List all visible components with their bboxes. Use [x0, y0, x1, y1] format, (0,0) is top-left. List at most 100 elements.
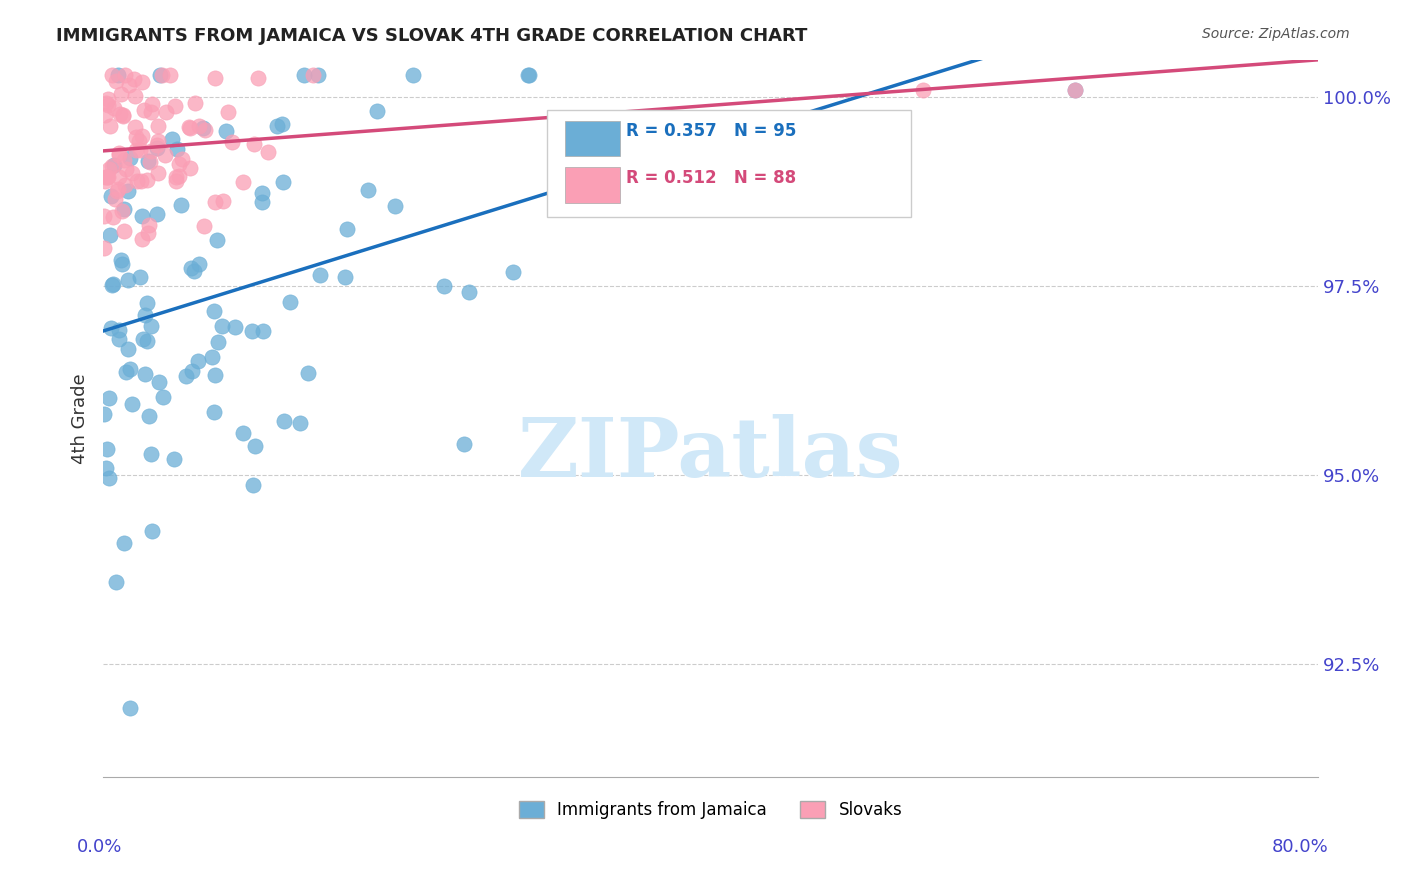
Point — [117, 343, 139, 357]
Point — [136, 296, 159, 310]
Point — [146, 166, 169, 180]
Point — [145, 207, 167, 221]
Point — [136, 227, 159, 241]
Point — [110, 256, 132, 270]
Point — [502, 265, 524, 279]
Point — [135, 173, 157, 187]
Point — [124, 120, 146, 135]
Point — [366, 103, 388, 118]
FancyBboxPatch shape — [565, 120, 620, 156]
Point — [149, 68, 172, 82]
Point — [204, 195, 226, 210]
Point — [180, 260, 202, 275]
Point — [218, 105, 240, 120]
Point — [297, 366, 319, 380]
Point — [97, 471, 120, 485]
Point — [516, 68, 538, 82]
Point — [97, 97, 120, 112]
Point — [146, 138, 169, 153]
Point — [128, 134, 150, 148]
Point — [108, 146, 131, 161]
Point — [166, 142, 188, 156]
Point — [232, 425, 254, 440]
Point — [103, 101, 125, 115]
Point — [271, 117, 294, 131]
Point — [181, 364, 204, 378]
Legend: Immigrants from Jamaica, Slovaks: Immigrants from Jamaica, Slovaks — [512, 795, 910, 826]
Point — [110, 107, 132, 121]
Point — [112, 224, 135, 238]
Point — [107, 182, 129, 196]
Point — [125, 143, 148, 157]
Point — [110, 253, 132, 268]
Point — [114, 178, 136, 193]
Point — [94, 95, 117, 110]
Point — [333, 270, 356, 285]
Point — [179, 161, 201, 175]
Point — [98, 162, 121, 177]
Point — [134, 309, 156, 323]
Point — [266, 120, 288, 134]
Point — [94, 460, 117, 475]
Point — [170, 152, 193, 166]
Point — [1064, 83, 1087, 97]
Point — [93, 174, 115, 188]
Point — [107, 148, 129, 162]
Point — [243, 137, 266, 152]
Point — [207, 335, 229, 350]
Point — [136, 334, 159, 348]
Point — [240, 324, 263, 338]
Point — [108, 332, 131, 346]
Point — [112, 108, 135, 122]
Point — [97, 391, 120, 405]
Point — [232, 175, 254, 189]
Point — [93, 209, 115, 223]
Point — [141, 524, 163, 539]
Point — [148, 119, 170, 133]
Point — [139, 447, 162, 461]
Text: 80.0%: 80.0% — [1272, 838, 1329, 856]
Point — [250, 194, 273, 209]
Point — [93, 407, 115, 421]
Point — [167, 157, 190, 171]
Point — [165, 169, 187, 184]
Point — [336, 222, 359, 236]
Point — [148, 134, 170, 148]
Text: R = 0.357   N = 95: R = 0.357 N = 95 — [626, 122, 796, 140]
Point — [247, 71, 270, 86]
Point — [100, 227, 122, 242]
Point — [179, 121, 201, 136]
Point — [170, 198, 193, 212]
Text: Source: ZipAtlas.com: Source: ZipAtlas.com — [1202, 27, 1350, 41]
Point — [100, 321, 122, 335]
Point — [112, 536, 135, 550]
Point — [101, 278, 124, 293]
Point — [433, 278, 456, 293]
Point — [148, 375, 170, 389]
Point — [457, 285, 479, 299]
Point — [162, 452, 184, 467]
Point — [204, 70, 226, 85]
Point — [117, 78, 139, 92]
Point — [112, 153, 135, 167]
Point — [128, 270, 150, 285]
Point — [104, 575, 127, 590]
Point — [107, 68, 129, 82]
Point — [205, 233, 228, 247]
Point — [111, 203, 134, 218]
Point — [292, 68, 315, 82]
Point — [150, 68, 173, 82]
Point — [115, 365, 138, 379]
Point — [179, 120, 201, 134]
Point — [307, 68, 329, 82]
Point — [619, 198, 641, 212]
Point — [96, 442, 118, 456]
Point — [250, 186, 273, 200]
Text: IMMIGRANTS FROM JAMAICA VS SLOVAK 4TH GRADE CORRELATION CHART: IMMIGRANTS FROM JAMAICA VS SLOVAK 4TH GR… — [56, 27, 807, 45]
Point — [221, 136, 243, 150]
Point — [159, 68, 181, 82]
FancyBboxPatch shape — [547, 110, 911, 218]
Point — [188, 257, 211, 271]
Point — [202, 404, 225, 418]
Point — [107, 323, 129, 337]
